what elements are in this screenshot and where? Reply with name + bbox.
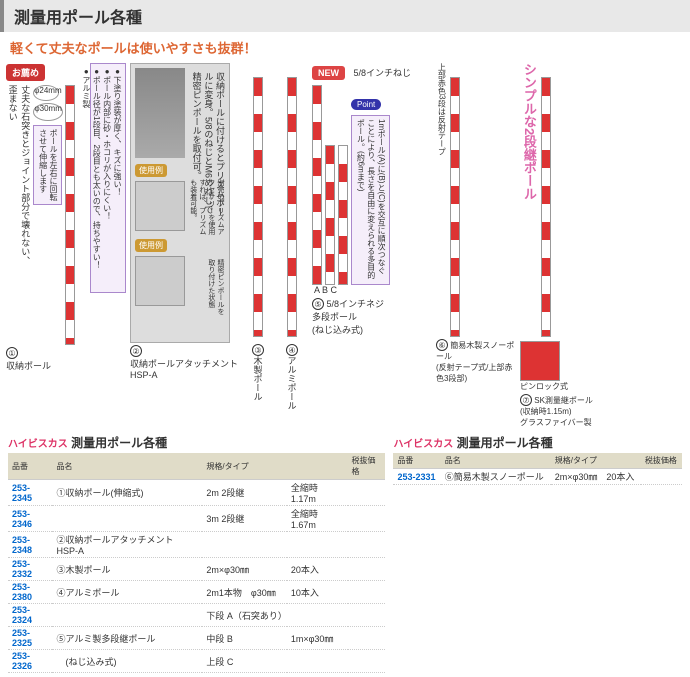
p1-caption: ①収納ポール [6, 347, 86, 372]
p1-blurb2: ●下塗り塗装が厚く、キズに強い！ ●ポール内部に砂・ホコリが入りにくい！ ●ポー… [90, 63, 126, 293]
use-badge: 使用例 [135, 164, 167, 177]
mini-photo [135, 256, 185, 306]
spec-table-1: 品番 品名 規格/タイプ 税抜価格 253-2345①収納ポール(伸縮式)2m … [8, 453, 385, 673]
table-title: 測量用ポール各種 [71, 436, 167, 450]
col-code: 品番 [393, 453, 440, 469]
pole-graphic [338, 145, 348, 285]
point-badge: Point [351, 99, 381, 110]
page-title: 測量用ポール各種 [0, 0, 690, 32]
table-title: 測量用ポール各種 [457, 436, 553, 450]
p1-blurb1: 丈夫な石突きとジョイント部分で壊れない、歪まない [6, 85, 31, 265]
spec-table-2: 品番 品名 規格/タイプ 税抜価格 253-2331⑥簡易木製スノーポール2m×… [393, 453, 682, 485]
p2-note2: 別売のプリズムアクセサリーを使用すれば、プリズムも装着可能。 [189, 179, 225, 239]
p3-caption: ③木製ポール [244, 344, 272, 403]
pink-title: シンプルな2段継ポール [520, 63, 537, 243]
table-row: 253-2345①収納ポール(伸縮式)2m 2段継全縮時 1.17m [8, 480, 385, 506]
abc-labels: A B C [312, 285, 432, 295]
col-spec: 規格/タイプ [202, 453, 286, 480]
lock-photo [520, 341, 560, 381]
product-area: お薦め 丈夫な石突きとジョイント部分で壊れない、歪まない φ24mm φ30mm… [0, 63, 690, 428]
table-row: 253-2332③木製ポール2m×φ30㎜20本入 [8, 558, 385, 581]
dia-label: φ24mm [33, 85, 59, 101]
p5-caption: ⑤ 5/8インチネジ 多段ポール (ねじ込み式) [312, 297, 432, 336]
table-row: 253-2324下段 A（石突あり） [8, 604, 385, 627]
p5-point: 1mポール(A)に(B)と(C)を交互に順次つなぐことにより、長さを自由に変えら… [351, 115, 390, 285]
pole-graphic [287, 77, 297, 337]
p2-note3: 精密ピンポールを取り付けた状態 [207, 259, 225, 319]
table-row: 253-2380④アルミポール2m1本物 φ30㎜10本入 [8, 581, 385, 604]
pole-graphic [541, 77, 551, 337]
p2-caption: ②収納ポールアタッチメント HSP-A [130, 345, 240, 380]
p1-rotate-note: ポールを左右に回転させて伸縮します [33, 125, 62, 205]
col-price: 税抜価格 [641, 453, 682, 469]
brand: ハイビスカス [393, 439, 453, 450]
use-badge: 使用例 [135, 239, 167, 252]
thread-note: 5/8インチねじ [353, 68, 411, 78]
dia-label: φ30mm [33, 103, 63, 121]
p6-note: 上部赤色3段は反射テープ [436, 63, 446, 163]
recommend-badge: お薦め [6, 64, 45, 81]
brand: ハイビスカス [8, 439, 68, 450]
col-price: 税抜価格 [348, 453, 386, 480]
table-row: 253-23463m 2段継全縮時 1.67m [8, 506, 385, 532]
col-name: 品名 [52, 453, 202, 480]
pole-graphic [450, 77, 460, 337]
table-row: 253-2348②収納ポールアタッチメント HSP-A [8, 532, 385, 558]
table-row: 253-2326 (ねじ込み式)上段 C [8, 650, 385, 673]
tables-area: ハイビスカス 測量用ポール各種 品番 品名 規格/タイプ 税抜価格 253-23… [0, 428, 690, 677]
product-photo: 収納ポールに付けるとプリズムポールに変身。5/8のねじとM6めねじで精密ピンポー… [130, 63, 230, 343]
lock-label: ピンロック式 [520, 381, 610, 392]
col-code: 品番 [8, 453, 52, 480]
pole-graphic [65, 85, 75, 345]
subtitle: 軽くて丈夫なポールは使いやすさも抜群！ [0, 32, 690, 63]
table-row: 253-2325⑤アルミ製多段継ポール中段 B1m×φ30㎜ [8, 627, 385, 650]
pole-graphic [312, 85, 322, 285]
table-row: 253-2331⑥簡易木製スノーポール2m×φ30㎜ 20本入 [393, 469, 682, 485]
pole-graphic [325, 145, 335, 285]
new-badge: NEW [312, 66, 345, 80]
p6-caption: ⑥ 簡易木製スノーポール (反射テープ式/上部赤色3段部) [436, 339, 516, 384]
pole-graphic [253, 77, 263, 337]
col-spec: 規格/タイプ [551, 453, 641, 469]
p7-caption: ⑦ SK測量継ポール (収納時1.15m) グラスファイバー製 [520, 394, 610, 428]
p4-caption: ④アルミポール [276, 344, 308, 412]
mini-photo [135, 181, 185, 231]
col-name: 品名 [441, 453, 551, 469]
